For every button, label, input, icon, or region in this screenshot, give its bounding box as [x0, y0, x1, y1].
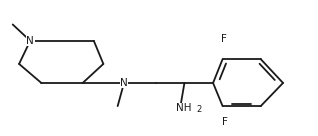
Text: F: F: [221, 34, 227, 44]
Text: N: N: [120, 78, 128, 88]
Text: NH: NH: [176, 103, 192, 113]
Text: N: N: [26, 36, 34, 46]
Text: 2: 2: [196, 105, 202, 114]
Text: F: F: [222, 117, 228, 127]
